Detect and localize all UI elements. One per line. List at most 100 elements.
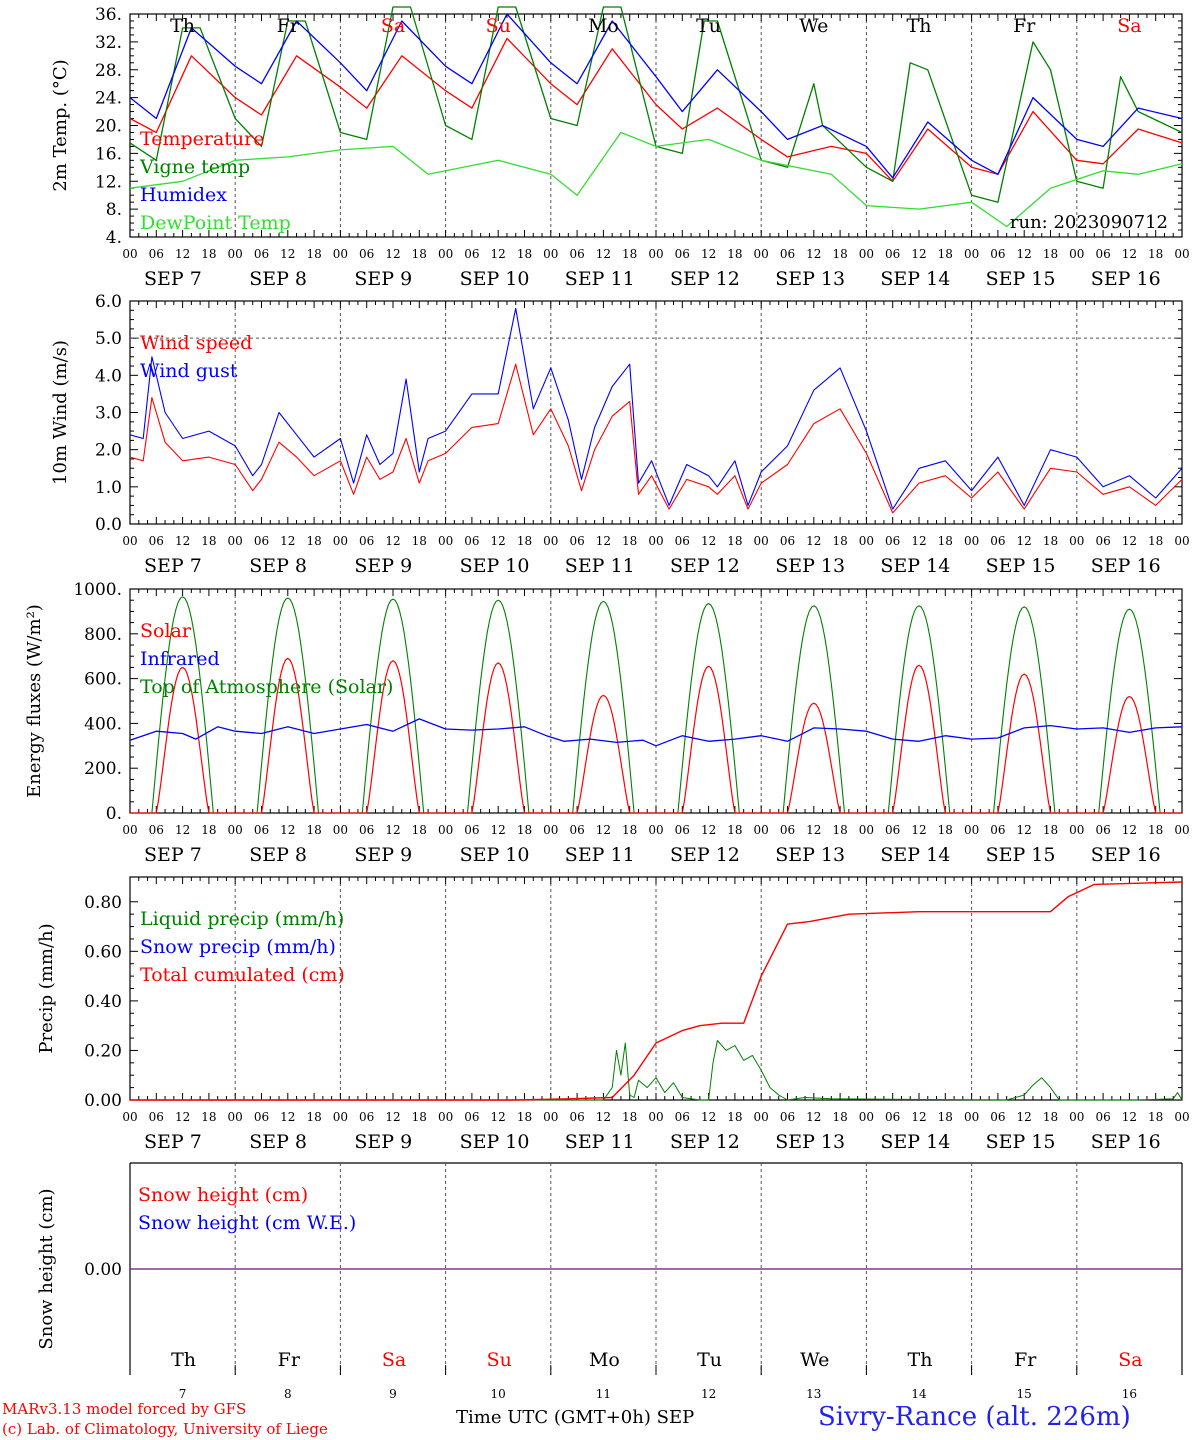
hour-label: 18 <box>412 534 427 548</box>
day-label: SEP 12 <box>670 844 740 866</box>
hour-label: 00 <box>1174 1110 1189 1124</box>
hour-label: 00 <box>438 823 453 837</box>
hour-label: 18 <box>412 823 427 837</box>
hour-label: 06 <box>254 247 269 261</box>
day-number: 11 <box>596 1387 611 1401</box>
hour-label: 12 <box>1017 247 1032 261</box>
day-number: 10 <box>491 1387 506 1401</box>
day-label: SEP 11 <box>565 844 635 866</box>
day-label: SEP 10 <box>460 844 530 866</box>
station-name: Sivry-Rance (alt. 226m) <box>818 1402 1131 1432</box>
hour-label: 12 <box>596 247 611 261</box>
day-label: SEP 16 <box>1091 268 1161 290</box>
hour-label: 12 <box>175 1110 190 1124</box>
hour-label: 00 <box>1069 534 1084 548</box>
hour-label: 18 <box>1148 1110 1163 1124</box>
weekday-label: Th <box>908 1349 933 1371</box>
hour-label: 12 <box>1017 823 1032 837</box>
hour-label: 12 <box>596 1110 611 1124</box>
hour-label: 06 <box>464 247 479 261</box>
hour-label: 18 <box>1148 823 1163 837</box>
series-total-cumulated <box>130 881 1183 1101</box>
hour-label: 12 <box>911 247 926 261</box>
hour-label: 06 <box>464 823 479 837</box>
weekday-label: We <box>800 1349 829 1371</box>
y-tick-label: 2.0 <box>95 441 122 461</box>
hour-label: 00 <box>964 1110 979 1124</box>
hour-label: 12 <box>596 823 611 837</box>
series-humidex <box>129 13 1183 179</box>
y-tick-label: 400. <box>84 714 122 734</box>
hour-label: 06 <box>569 1110 584 1124</box>
hour-label: 06 <box>254 823 269 837</box>
hour-label: 12 <box>1017 1110 1032 1124</box>
day-label: SEP 13 <box>775 844 845 866</box>
hour-label: 00 <box>122 534 137 548</box>
hour-label: 18 <box>517 1110 532 1124</box>
hour-label: 00 <box>1174 534 1189 548</box>
hour-label: 12 <box>806 247 821 261</box>
series-solar <box>550 694 656 814</box>
series-toa-solar <box>130 596 236 814</box>
y-tick-label: 0.0 <box>95 515 122 535</box>
y-tick-label: 0.60 <box>84 942 122 962</box>
weekday-label: We <box>799 15 828 37</box>
hour-label: 12 <box>911 534 926 548</box>
panel-5-frame <box>129 1162 1183 1375</box>
day-label: SEP 15 <box>986 268 1056 290</box>
hour-label: 00 <box>543 1110 558 1124</box>
y-tick-label: 0.00 <box>84 1091 122 1111</box>
weekday-label: Sa <box>381 15 405 37</box>
hour-label: 18 <box>938 1110 953 1124</box>
y-tick-label: 0.00 <box>84 1260 122 1280</box>
series-toa-solar <box>761 605 867 814</box>
hour-label: 00 <box>122 247 137 261</box>
series-toa-solar <box>866 605 972 814</box>
hour-label: 00 <box>859 247 874 261</box>
hour-label: 12 <box>806 534 821 548</box>
hour-label: 00 <box>859 823 874 837</box>
day-number: 9 <box>389 1387 397 1401</box>
hour-label: 06 <box>780 823 795 837</box>
hour-label: 00 <box>333 823 348 837</box>
hour-label: 00 <box>543 823 558 837</box>
series-wind-gust <box>129 307 1183 510</box>
y-axis-label: 2m Temp. (°C) <box>50 59 71 191</box>
day-label: SEP 9 <box>354 844 412 866</box>
hour-label: 06 <box>675 1110 690 1124</box>
day-label: SEP 10 <box>460 268 530 290</box>
hour-label: 00 <box>1174 823 1189 837</box>
weekday-label: Mo <box>589 1349 620 1371</box>
weekday-label: Sa <box>382 1349 406 1371</box>
day-label: SEP 14 <box>880 1131 950 1153</box>
hour-label: 18 <box>517 823 532 837</box>
day-number: 8 <box>284 1387 292 1401</box>
hour-label: 18 <box>306 247 321 261</box>
hour-label: 06 <box>990 1110 1005 1124</box>
legend-entry: Snow precip (mm/h) <box>140 936 336 958</box>
legend-entry: Snow height (cm W.E.) <box>138 1212 356 1234</box>
day-label: SEP 8 <box>249 555 307 577</box>
hour-label: 18 <box>832 1110 847 1124</box>
y-tick-label: 20. <box>95 117 122 137</box>
hour-label: 18 <box>1148 247 1163 261</box>
day-label: SEP 9 <box>354 1131 412 1153</box>
y-tick-label: 4. <box>106 228 122 248</box>
day-number: 13 <box>806 1387 821 1401</box>
hour-label: 18 <box>727 823 742 837</box>
hour-label: 00 <box>859 1110 874 1124</box>
hour-label: 12 <box>280 1110 295 1124</box>
weekday-label: Su <box>486 15 511 37</box>
hour-label: 00 <box>228 823 243 837</box>
hour-label: 18 <box>201 1110 216 1124</box>
hour-label: 06 <box>675 823 690 837</box>
hour-label: 12 <box>701 534 716 548</box>
hour-label: 18 <box>201 247 216 261</box>
hour-label: 12 <box>701 1110 716 1124</box>
day-label: SEP 8 <box>249 1131 307 1153</box>
series-toa-solar <box>340 598 446 814</box>
hour-label: 12 <box>806 1110 821 1124</box>
hour-label: 18 <box>622 534 637 548</box>
hour-label: 12 <box>175 534 190 548</box>
hour-label: 18 <box>622 823 637 837</box>
